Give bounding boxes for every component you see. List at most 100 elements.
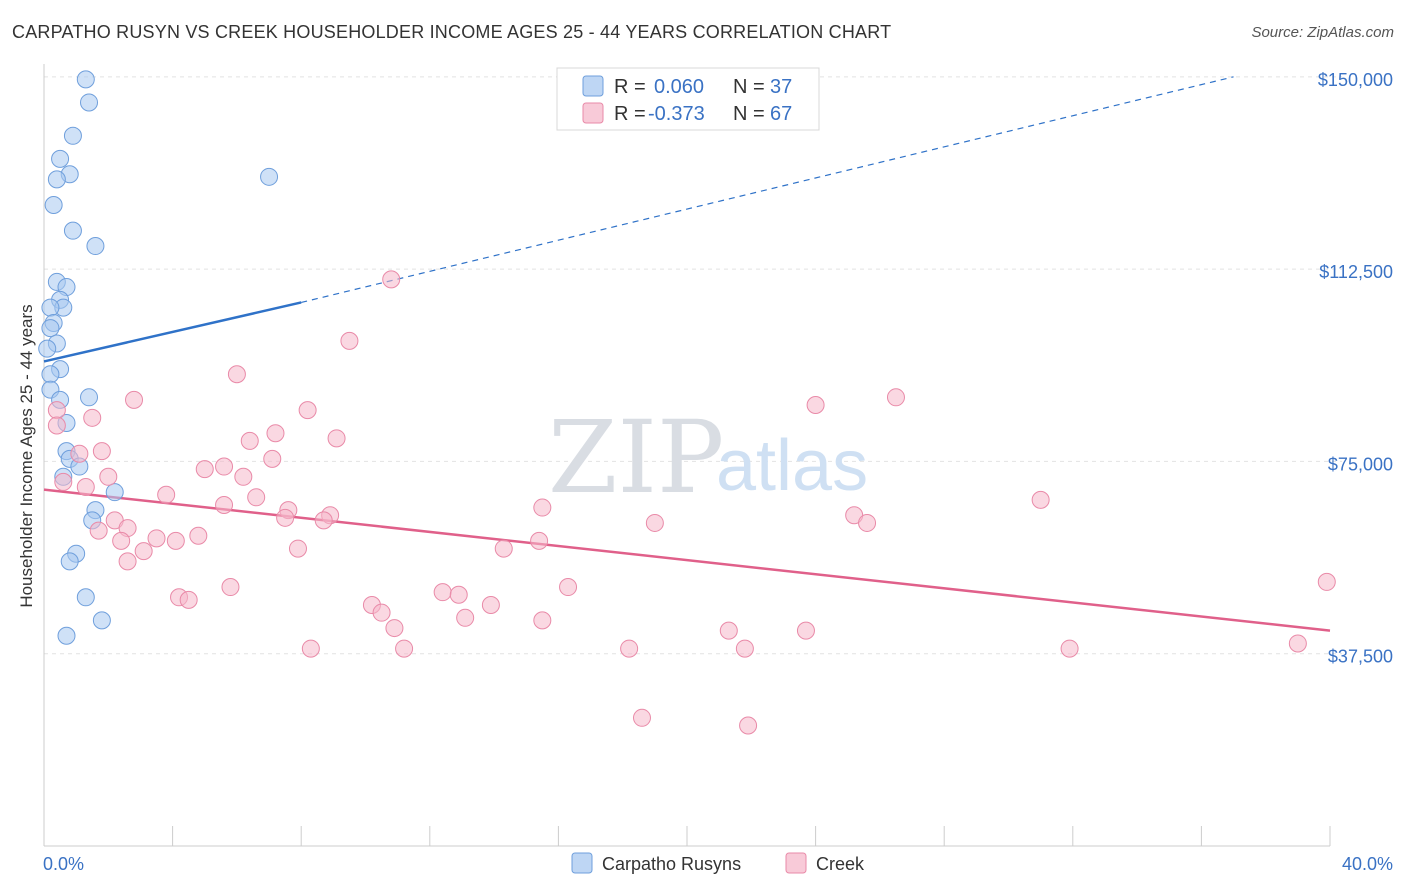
point-carpatho-7 [44, 196, 63, 215]
point-creek-4 [886, 388, 905, 407]
point-creek-32 [645, 513, 664, 532]
watermark-zip: ZIP [548, 399, 724, 516]
point-creek-64 [1288, 634, 1307, 653]
point-creek-61 [395, 639, 414, 658]
point-creek-42 [288, 539, 307, 558]
point-carpatho-16 [41, 319, 60, 338]
point-creek-39 [166, 531, 185, 550]
point-creek-0 [382, 270, 401, 289]
legend-n-value-carpatho: 37 [770, 76, 792, 98]
legend-n-value-creek: 67 [770, 103, 792, 125]
point-creek-63 [1060, 639, 1079, 658]
legend-n-label-carpatho: N = [733, 76, 765, 98]
point-creek-21 [76, 478, 95, 497]
point-creek-25 [215, 495, 234, 514]
watermark: ZIP atlas [548, 399, 868, 516]
point-carpatho-34 [76, 588, 95, 607]
point-creek-52 [179, 590, 198, 609]
point-creek-60 [796, 621, 815, 640]
point-creek-49 [433, 583, 452, 602]
y-tick-label-0: $37,500 [1328, 647, 1393, 667]
point-creek-29 [276, 508, 295, 527]
point-creek-36 [189, 526, 208, 545]
y-tick-label-1: $75,000 [1328, 454, 1393, 474]
series-legend: Carpatho Rusyns Creek [571, 852, 865, 874]
point-carpatho-6 [260, 167, 279, 186]
point-creek-24 [1031, 490, 1050, 509]
trend-line-1 [43, 488, 1331, 632]
point-creek-11 [240, 431, 259, 450]
point-carpatho-0 [76, 70, 95, 89]
point-creek-67 [632, 708, 651, 727]
point-creek-10 [266, 424, 285, 443]
y-tick-label-3: $150,000 [1318, 70, 1393, 90]
point-creek-46 [1317, 572, 1336, 591]
point-creek-19 [99, 467, 118, 486]
point-creek-57 [533, 611, 552, 630]
grid-lines [44, 76, 1342, 655]
point-creek-6 [47, 401, 66, 420]
x-tick-label-max: 40.0% [1342, 854, 1393, 874]
point-creek-3 [806, 396, 825, 415]
point-creek-12 [327, 429, 346, 448]
point-carpatho-23 [80, 388, 99, 407]
point-creek-37 [89, 521, 108, 540]
point-carpatho-1 [80, 93, 99, 112]
point-carpatho-14 [41, 298, 60, 317]
point-creek-54 [481, 595, 500, 614]
point-creek-22 [157, 485, 176, 504]
point-carpatho-3 [51, 149, 70, 168]
point-creek-18 [234, 467, 253, 486]
point-creek-13 [92, 442, 111, 461]
y-tick-label-2: $112,500 [1319, 262, 1393, 282]
series-legend-label-carpatho: Carpatho Rusyns [602, 854, 741, 874]
point-creek-14 [70, 444, 89, 463]
point-creek-5 [125, 390, 144, 409]
point-carpatho-36 [57, 626, 76, 645]
point-creek-34 [858, 513, 877, 532]
point-carpatho-20 [41, 365, 60, 384]
legend-r-value-creek: -0.373 [648, 103, 705, 125]
point-creek-23 [247, 488, 266, 507]
point-creek-20 [54, 472, 73, 491]
y-axis-label: Householder Income Ages 25 - 44 years [17, 304, 36, 607]
point-carpatho-9 [86, 237, 105, 256]
legend-n-label-creek: N = [733, 103, 765, 125]
y-tick-labels: $37,500 $75,000 $112,500 $150,000 [1318, 70, 1393, 667]
point-carpatho-35 [92, 611, 111, 630]
x-tick-label-min: 0.0% [43, 854, 84, 874]
data-points [38, 70, 1336, 735]
point-creek-48 [559, 578, 578, 597]
point-carpatho-33 [60, 552, 79, 571]
point-creek-65 [301, 639, 320, 658]
point-creek-55 [372, 603, 391, 622]
point-creek-30 [314, 511, 333, 530]
trend-lines [43, 76, 1331, 632]
point-creek-58 [385, 619, 404, 638]
point-creek-8 [298, 401, 317, 420]
point-creek-17 [195, 460, 214, 479]
series-legend-label-creek: Creek [816, 854, 865, 874]
legend-swatch-creek [582, 102, 604, 124]
point-creek-66 [620, 639, 639, 658]
point-carpatho-8 [63, 221, 82, 240]
legend-swatch-carpatho [582, 75, 604, 97]
chart-title: CARPATHO RUSYN VS CREEK HOUSEHOLDER INCO… [12, 22, 892, 42]
legend-r-label-carpatho: R = [614, 76, 646, 98]
point-creek-9 [47, 416, 66, 435]
point-creek-38 [147, 529, 166, 548]
point-carpatho-29 [105, 483, 124, 502]
legend-r-label-creek: R = [614, 103, 646, 125]
point-creek-15 [263, 449, 282, 468]
point-creek-41 [530, 531, 549, 550]
point-creek-45 [118, 552, 137, 571]
trend-line-extension-0 [301, 76, 1234, 304]
series-legend-swatch-creek [785, 852, 807, 874]
point-creek-59 [719, 621, 738, 640]
point-creek-2 [227, 365, 246, 384]
stats-legend: R = 0.060 N = 37 R = -0.373 N = 67 [556, 67, 820, 131]
point-creek-40 [112, 531, 131, 550]
point-creek-68 [739, 716, 758, 735]
point-creek-47 [221, 578, 240, 597]
